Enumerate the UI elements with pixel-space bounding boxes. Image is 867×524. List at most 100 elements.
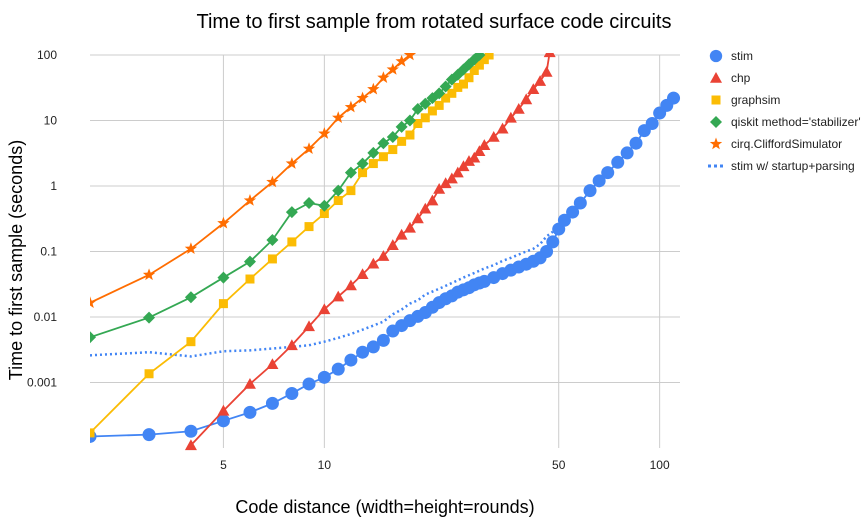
legend-item: stim [709,49,753,63]
data-point-circle [546,235,560,249]
data-point-star [266,175,279,188]
data-point-triangle [451,166,464,178]
legend-swatch-circle [709,49,723,63]
data-point-diamond [90,331,96,344]
data-point-square [464,73,474,83]
data-point-triangle [487,130,500,142]
data-point-diamond [184,291,197,304]
data-point-square [346,186,356,196]
y-tick-label: 100 [37,48,57,62]
data-point-circle [285,386,299,400]
x-axis-label: Code distance (width=height=rounds) [235,497,534,517]
data-point-square [358,168,368,178]
data-point-square [368,159,378,169]
x-tick-label: 10 [318,458,332,472]
data-point-diamond [143,311,156,324]
data-point-square [218,299,228,309]
data-point-diamond [367,146,380,159]
legend-item: qiskit method='stabilizer' [710,115,861,129]
legend-swatch-triangle [710,72,722,83]
data-point-square [413,118,423,128]
series-chp [184,53,556,451]
data-point-star [367,82,380,95]
y-tick-label: 10 [44,114,58,128]
data-point-circle [566,205,580,219]
series-line [190,53,551,446]
data-point-triangle [473,145,486,156]
data-point-triangle [462,155,475,166]
data-point-square [245,274,255,284]
data-point-square [469,65,479,75]
data-point-square [319,209,329,219]
data-point-star [142,268,156,281]
data-point-circle [573,196,587,210]
data-point-triangle [285,339,298,351]
legend-label: graphsim [731,93,780,107]
data-point-diamond [266,233,279,246]
data-point-star [90,296,97,309]
data-point-triangle [395,228,408,240]
data-point-square [333,196,343,206]
data-point-star [302,142,316,155]
legend-label: cirq.CliffordSimulator [731,137,842,151]
data-point-diamond [419,97,432,110]
data-point-star [332,111,345,124]
data-point-triangle [540,66,553,77]
legend-item: stim w/ startup+parsing [708,159,855,173]
data-point-triangle [411,212,424,224]
data-point-square [453,82,463,92]
legend-label: chp [731,71,751,85]
data-point-circle [667,91,681,105]
y-tick-label: 0.01 [34,310,58,324]
data-point-square [458,79,468,89]
data-point-triangle [403,221,416,233]
data-point-star [395,54,408,67]
series-line [90,230,554,358]
data-point-triangle [433,182,446,194]
data-point-triangle [496,122,509,134]
legend-swatch-diamond [710,116,722,128]
x-tick-label: 5 [220,458,227,472]
data-point-square [267,254,277,264]
data-point-square [90,428,95,438]
y-tick-label: 0.1 [40,245,57,259]
data-point-star [386,63,399,75]
data-point-circle [611,155,625,169]
data-point-square [388,145,398,155]
series-graphsim [90,53,494,438]
data-point-triangle [439,177,452,189]
data-point-square [405,130,415,140]
data-point-diamond [285,206,298,219]
x-tick-label: 100 [650,458,670,472]
data-point-circle [629,136,643,150]
legend-swatch-square [711,95,721,105]
data-point-diamond [243,255,256,268]
legend-swatch-star [709,137,723,150]
data-point-square [304,222,314,232]
y-axis-label: Time to first sample (seconds) [6,140,26,380]
data-point-triangle [217,404,230,416]
y-tick-label: 0.001 [27,376,57,390]
data-point-diamond [439,80,452,93]
data-point-circle [356,345,370,359]
series-line [90,54,481,339]
data-point-circle [557,213,571,227]
series-line [90,97,675,438]
data-point-star [184,242,198,255]
data-point-triangle [367,257,380,269]
data-point-circle [142,428,156,442]
data-point-diamond [457,63,470,76]
plot-area [90,53,681,451]
data-point-triangle [520,93,533,105]
data-point-star [318,127,331,139]
data-point-triangle [318,303,331,315]
series-qiskit-method-stabilizer [90,53,486,344]
data-point-star [403,53,417,61]
data-point-triangle [356,268,369,280]
data-point-triangle [426,194,439,206]
data-point-circle [366,340,380,354]
data-point-triangle [266,358,279,370]
data-point-circle [265,396,279,410]
data-point-star [217,216,230,229]
data-point-circle [620,146,634,160]
